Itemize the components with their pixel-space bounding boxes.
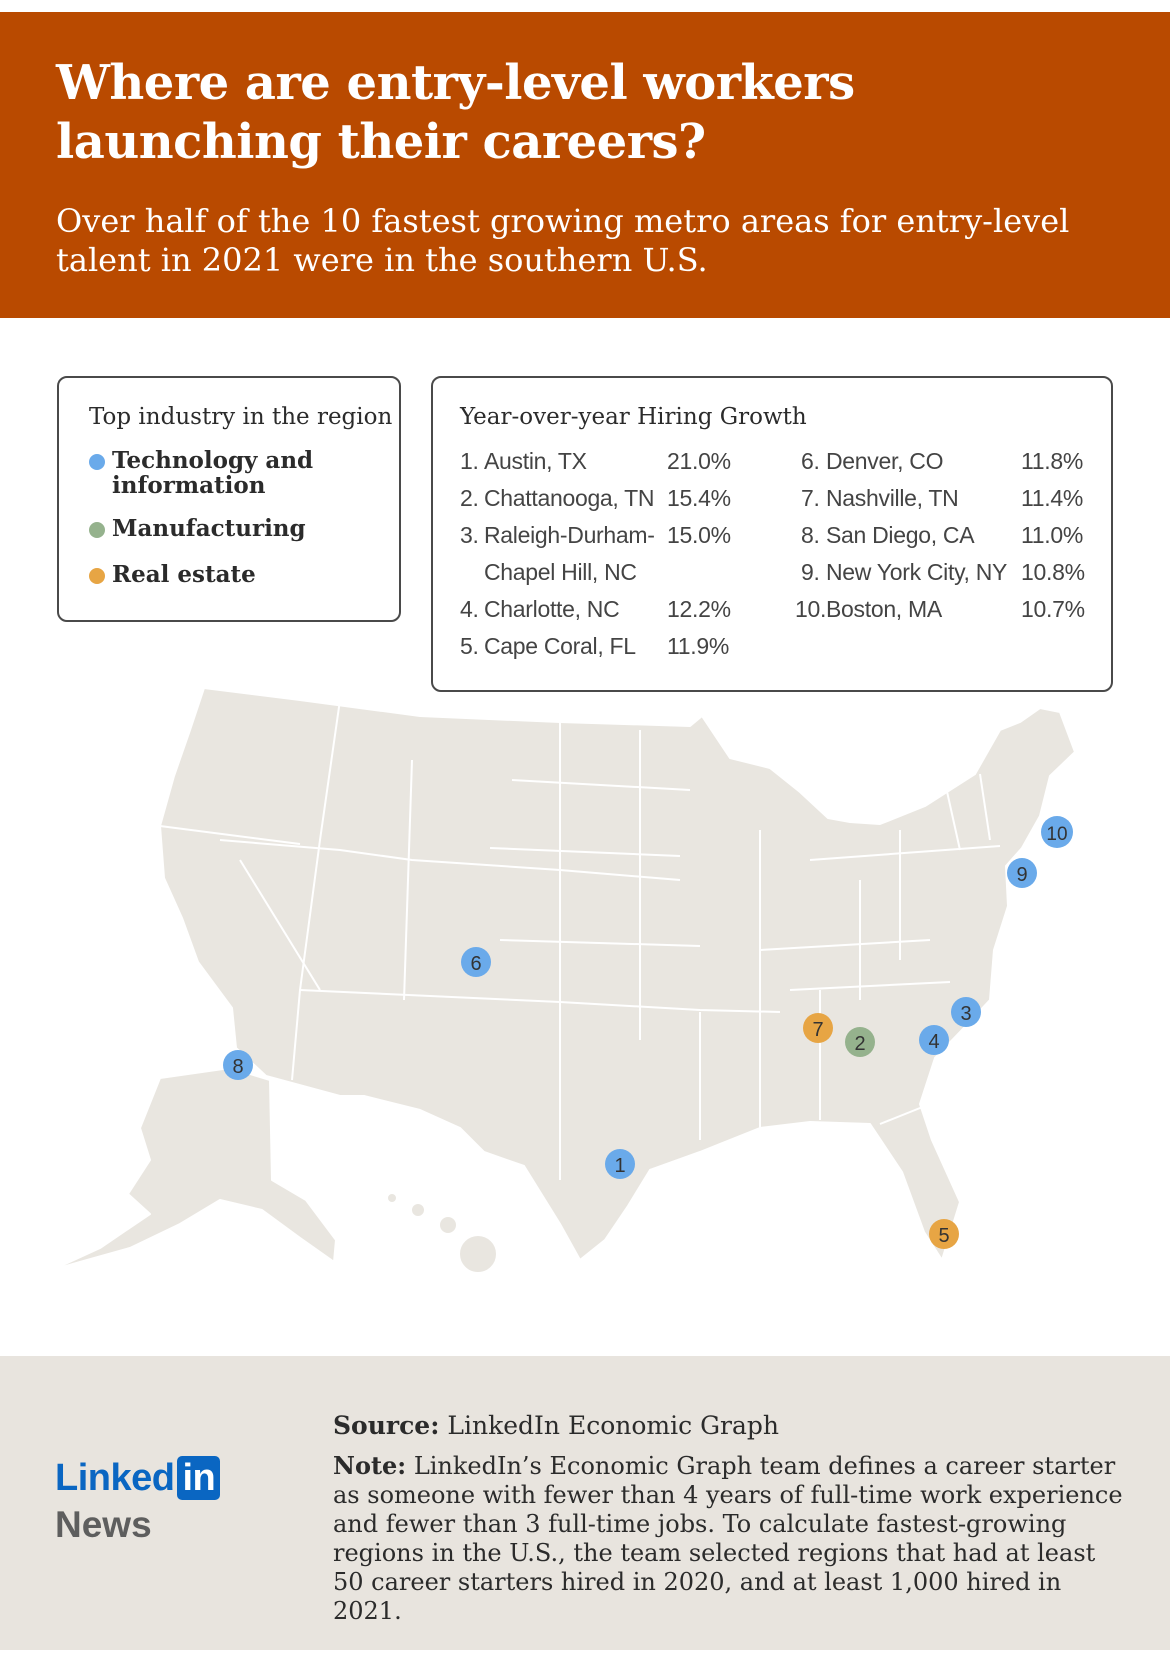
marker-3: 3 <box>951 997 981 1027</box>
row-city: Raleigh-Durham- <box>484 522 655 548</box>
row-rank: 8. <box>801 522 820 548</box>
legend-label: Manufacturing <box>112 515 306 542</box>
legend-item-manufacturing: Manufacturing <box>89 516 372 541</box>
row-growth: 15.0% <box>667 522 731 548</box>
marker-4: 4 <box>919 1025 949 1055</box>
footer: Linked in News Source: LinkedIn Economic … <box>0 1356 1170 1650</box>
marker-label: 4 <box>928 1031 939 1053</box>
row-growth: 11.0% <box>1021 522 1084 548</box>
marker-label: 3 <box>960 1003 971 1025</box>
industry-legend: Top industry in the region Technology an… <box>57 376 401 622</box>
row-rank: 5. <box>460 633 479 659</box>
row-growth: 12.2% <box>667 596 731 622</box>
logo-news-text: News <box>55 1504 152 1545</box>
marker-10: 10 <box>1041 816 1073 848</box>
row-city: San Diego, CA <box>826 522 975 548</box>
row-city: Nashville, TN <box>826 485 959 511</box>
row-city-line2: Chapel Hill, NC <box>484 559 637 585</box>
marker-circle <box>929 1219 959 1249</box>
row-city: Denver, CO <box>826 448 944 474</box>
row-growth: 11.9% <box>667 633 730 659</box>
hawaii-island-kauai <box>386 1192 398 1204</box>
marker-label: 8 <box>232 1056 243 1078</box>
marker-circle <box>919 1025 949 1055</box>
contiguous-us-shape <box>159 687 1076 1261</box>
table-title: Year-over-year Hiring Growth <box>460 404 807 430</box>
land <box>51 687 1076 1274</box>
linkedin-in-icon: in <box>177 1456 221 1500</box>
row-city: Boston, MA <box>826 596 942 622</box>
row-growth: 10.7% <box>1021 596 1085 622</box>
source-text: LinkedIn Economic Graph <box>447 1411 779 1440</box>
hawaii-island-oahu <box>410 1202 426 1218</box>
marker-circle <box>1007 858 1037 888</box>
us-map: 1 2 3 4 5 6 7 8 <box>51 687 1076 1274</box>
row-rank: 9. <box>801 559 820 585</box>
linkedin-logo: Linked in <box>55 1456 221 1500</box>
page-subtitle: Over half of the 10 fastest growing metr… <box>56 202 1070 279</box>
row-city: Austin, TX <box>484 448 587 474</box>
marker-circle <box>461 947 491 977</box>
row-rank: 3. <box>460 522 479 548</box>
marker-circle <box>803 1013 833 1043</box>
alaska-shape <box>51 1067 337 1271</box>
marker-label: 5 <box>938 1225 949 1247</box>
source-line: Source: LinkedIn Economic Graph <box>333 1411 1123 1441</box>
legend-item-technology: Technology and information <box>89 448 372 498</box>
row-city: Cape Coral, FL <box>484 633 636 659</box>
marker-label: 6 <box>470 953 481 975</box>
marker-circle <box>1041 816 1073 848</box>
marker-1: 1 <box>605 1149 635 1179</box>
marker-2: 2 <box>845 1027 875 1057</box>
marker-7: 7 <box>803 1013 833 1043</box>
marker-8: 8 <box>223 1050 253 1080</box>
legend-label: Technology and information <box>112 447 314 499</box>
row-rank: 7. <box>801 485 820 511</box>
header-banner: Where are entry-level workers launching … <box>0 12 1170 318</box>
row-city: Charlotte, NC <box>484 596 620 622</box>
row-rank: 4. <box>460 596 479 622</box>
note-label: Note: <box>333 1451 407 1480</box>
row-growth: 11.4% <box>1021 485 1084 511</box>
hawaii-island-maui <box>438 1215 458 1235</box>
legend-item-real-estate: Real estate <box>89 562 372 587</box>
marker-label: 7 <box>812 1019 823 1041</box>
row-rank: 6. <box>801 448 820 474</box>
marker-label: 2 <box>854 1033 865 1055</box>
marker-label: 9 <box>1016 864 1027 886</box>
state-borders <box>159 699 1001 1180</box>
row-city: Chattanooga, TN <box>484 485 655 511</box>
marker-6: 6 <box>461 947 491 977</box>
logo-linked-text: Linked <box>55 1457 175 1499</box>
row-growth: 11.8% <box>1021 448 1084 474</box>
note-text: LinkedIn’s Economic Graph team defines a… <box>333 1452 1123 1625</box>
row-rank: 10. <box>795 596 827 622</box>
row-growth: 21.0% <box>667 448 731 474</box>
source-label: Source: <box>333 1411 440 1440</box>
page-title: Where are entry-level workers launching … <box>56 55 855 170</box>
row-rank: 2. <box>460 485 479 511</box>
row-growth: 10.8% <box>1021 559 1085 585</box>
map-markers: 1 2 3 4 5 6 7 8 <box>223 816 1073 1249</box>
legend-title: Top industry in the region <box>89 404 393 430</box>
marker-circle <box>605 1149 635 1179</box>
row-rank: 1. <box>460 448 479 474</box>
row-growth: 15.4% <box>667 485 731 511</box>
row-city: New York City, NY <box>826 559 1008 585</box>
marker-circle <box>951 997 981 1027</box>
marker-9: 9 <box>1007 858 1037 888</box>
legend-label: Real estate <box>112 561 256 588</box>
marker-circle <box>223 1050 253 1080</box>
marker-label: 10 <box>1046 824 1067 845</box>
note-paragraph: Note: LinkedIn’s Economic Graph team def… <box>333 1451 1123 1626</box>
green-dot-icon <box>89 522 105 538</box>
marker-5: 5 <box>929 1219 959 1249</box>
marker-label: 1 <box>614 1155 625 1177</box>
hawaii-island-big <box>458 1234 498 1274</box>
hiring-growth-table: Year-over-year Hiring Growth 1. Austin, … <box>431 376 1113 692</box>
orange-dot-icon <box>89 568 105 584</box>
blue-dot-icon <box>89 454 105 470</box>
marker-circle <box>845 1027 875 1057</box>
